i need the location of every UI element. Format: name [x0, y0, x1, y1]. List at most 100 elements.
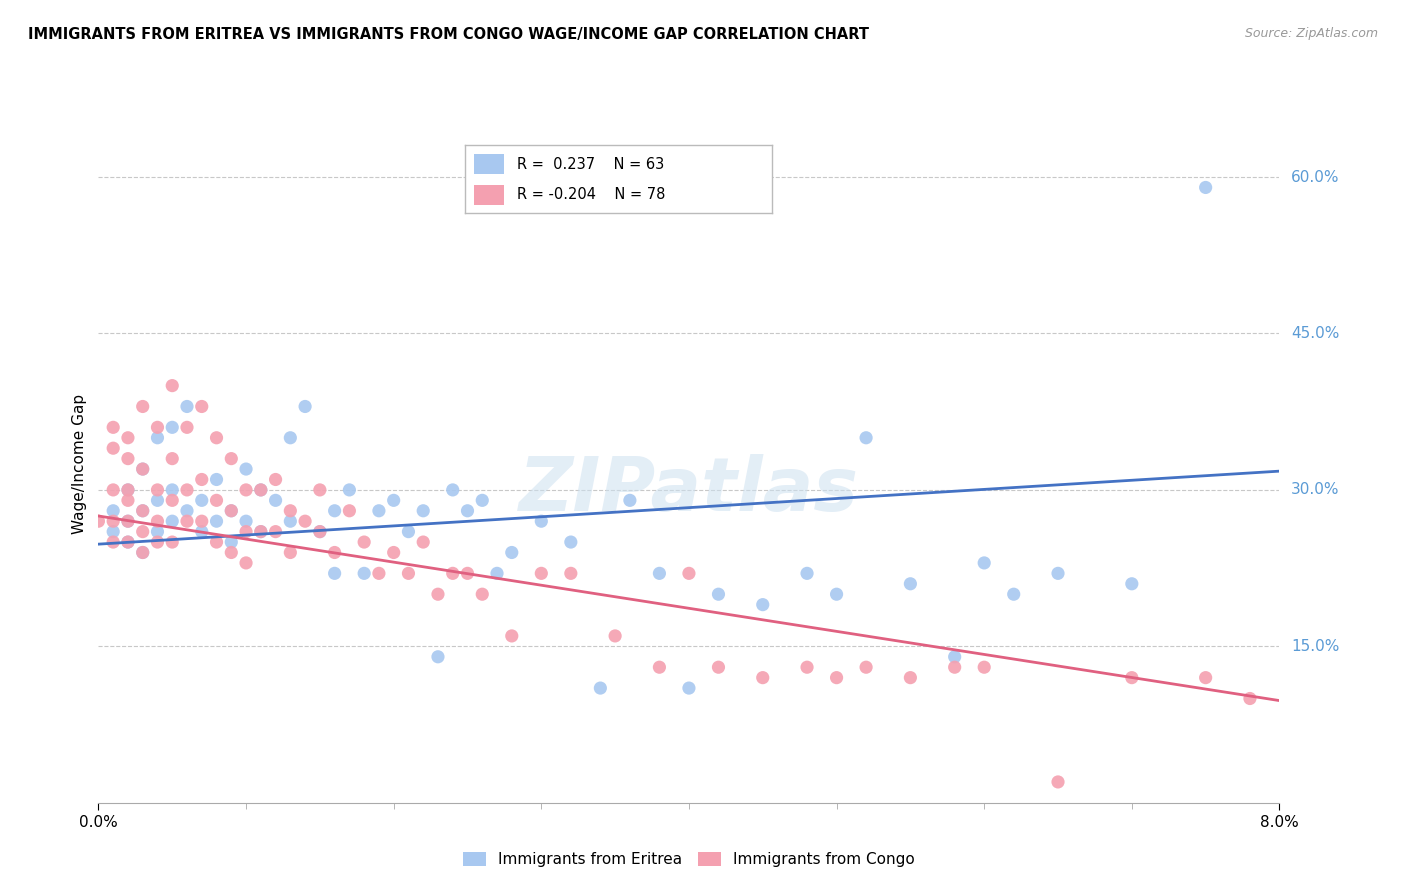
- Point: [456, 504, 478, 518]
- Legend: Immigrants from Eritrea, Immigrants from Congo: Immigrants from Eritrea, Immigrants from…: [457, 846, 921, 873]
- Point: [191, 514, 214, 528]
- Point: [943, 660, 966, 674]
- Point: [205, 493, 228, 508]
- Point: [278, 545, 301, 559]
- Point: [117, 483, 139, 497]
- Point: [205, 535, 228, 549]
- Point: [103, 441, 124, 455]
- Point: [898, 576, 921, 591]
- Point: [191, 524, 214, 539]
- Point: [205, 431, 228, 445]
- Point: [353, 566, 375, 581]
- Point: [471, 587, 494, 601]
- Point: [353, 535, 375, 549]
- Point: [605, 629, 627, 643]
- Point: [973, 556, 995, 570]
- Point: [176, 420, 198, 434]
- Point: [219, 504, 242, 518]
- Point: [678, 681, 700, 695]
- Point: [117, 535, 139, 549]
- Point: [117, 483, 139, 497]
- Point: [619, 493, 641, 508]
- Point: [412, 535, 434, 549]
- Point: [278, 514, 301, 528]
- Point: [132, 504, 155, 518]
- Point: [146, 431, 169, 445]
- Point: [1121, 671, 1143, 685]
- Point: [162, 514, 183, 528]
- Point: [382, 493, 405, 508]
- Point: [323, 504, 346, 518]
- Point: [1194, 671, 1216, 685]
- Point: [337, 504, 360, 518]
- Point: [825, 671, 848, 685]
- Point: [294, 400, 316, 414]
- Point: [1194, 180, 1216, 194]
- Point: [103, 535, 124, 549]
- Point: [264, 524, 287, 539]
- Point: [530, 514, 553, 528]
- Point: [1046, 566, 1069, 581]
- Point: [146, 420, 169, 434]
- Point: [648, 660, 671, 674]
- Point: [382, 545, 405, 559]
- Point: [162, 483, 183, 497]
- Point: [294, 514, 316, 528]
- Y-axis label: Wage/Income Gap: Wage/Income Gap: [72, 393, 87, 534]
- Point: [796, 660, 818, 674]
- Point: [117, 431, 139, 445]
- Point: [278, 504, 301, 518]
- Point: [308, 524, 332, 539]
- Text: Source: ZipAtlas.com: Source: ZipAtlas.com: [1244, 27, 1378, 40]
- Point: [132, 545, 155, 559]
- Point: [396, 566, 419, 581]
- Point: [501, 629, 523, 643]
- Point: [678, 566, 700, 581]
- Point: [278, 431, 301, 445]
- Point: [235, 556, 257, 570]
- Point: [117, 451, 139, 466]
- Point: [132, 462, 155, 476]
- Point: [973, 660, 995, 674]
- Point: [162, 378, 183, 392]
- Text: 30.0%: 30.0%: [1291, 483, 1340, 498]
- Point: [308, 524, 332, 539]
- Point: [117, 514, 139, 528]
- Point: [530, 566, 553, 581]
- Point: [323, 545, 346, 559]
- Point: [589, 681, 612, 695]
- Point: [176, 514, 198, 528]
- Point: [250, 524, 273, 539]
- Point: [176, 504, 198, 518]
- Point: [146, 483, 169, 497]
- Point: [250, 483, 273, 497]
- Point: [250, 483, 273, 497]
- Point: [250, 524, 273, 539]
- Point: [337, 483, 360, 497]
- Point: [501, 545, 523, 559]
- Point: [412, 504, 434, 518]
- Point: [264, 473, 287, 487]
- Point: [132, 545, 155, 559]
- Point: [132, 524, 155, 539]
- Text: 45.0%: 45.0%: [1291, 326, 1340, 341]
- Point: [205, 514, 228, 528]
- Text: R =  0.237    N = 63: R = 0.237 N = 63: [517, 157, 664, 171]
- Point: [191, 400, 214, 414]
- Point: [132, 504, 155, 518]
- FancyBboxPatch shape: [474, 185, 505, 205]
- Point: [117, 493, 139, 508]
- Text: IMMIGRANTS FROM ERITREA VS IMMIGRANTS FROM CONGO WAGE/INCOME GAP CORRELATION CHA: IMMIGRANTS FROM ERITREA VS IMMIGRANTS FR…: [28, 27, 869, 42]
- Text: ZIPatlas: ZIPatlas: [519, 454, 859, 527]
- Point: [426, 649, 449, 664]
- Point: [751, 598, 773, 612]
- Point: [132, 400, 155, 414]
- Point: [103, 504, 124, 518]
- Point: [219, 504, 242, 518]
- Point: [943, 649, 966, 664]
- Point: [146, 514, 169, 528]
- Point: [471, 493, 494, 508]
- Point: [707, 660, 730, 674]
- Point: [103, 420, 124, 434]
- Point: [162, 493, 183, 508]
